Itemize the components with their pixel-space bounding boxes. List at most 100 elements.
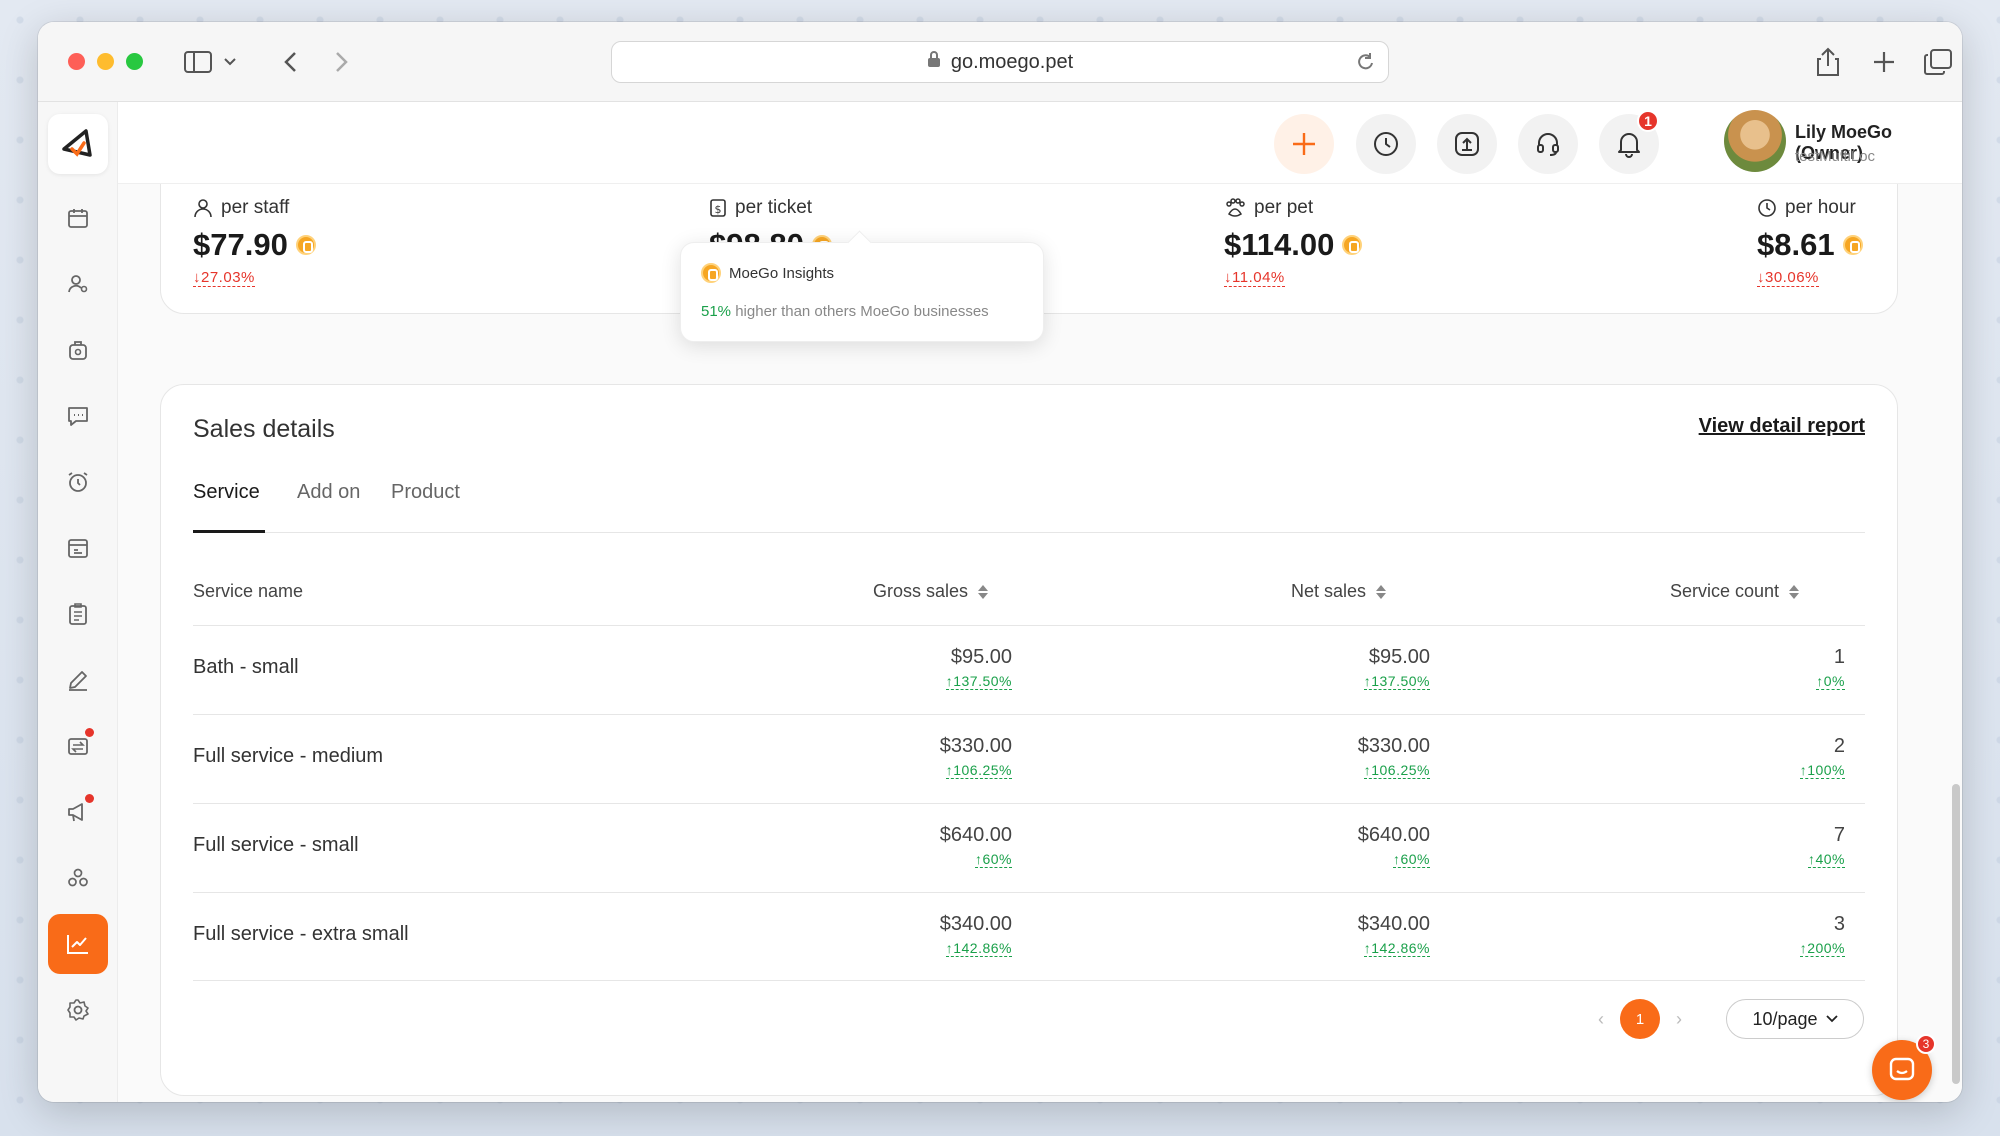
tab-add-on[interactable]: Add on	[297, 481, 361, 503]
sales-details-card: Sales details View detail report Service…	[160, 384, 1898, 1096]
user-name[interactable]: Lily MoeGo (Owner)	[1795, 122, 1893, 163]
sidebar-item-reports-list[interactable]	[48, 584, 108, 644]
sidebar-item-insights[interactable]	[48, 914, 108, 974]
view-detail-report-link[interactable]: View detail report	[1698, 415, 1865, 437]
chart-line-icon	[67, 935, 88, 954]
sidebar-item-retail[interactable]	[48, 518, 108, 578]
pagination: ‹ 1 ›	[1598, 999, 1682, 1039]
quick-add-button[interactable]	[1274, 114, 1334, 174]
metric-change: ↓30.06%	[1757, 269, 1819, 287]
gross-sales-cell: $330.00 ↑106.25%	[940, 735, 1012, 780]
avatar[interactable]	[1724, 110, 1786, 172]
maximize-window-button[interactable]	[126, 53, 143, 70]
back-arrow-icon[interactable]	[274, 46, 306, 78]
column-label: Service name	[193, 581, 304, 601]
notifications-button[interactable]: 1	[1599, 110, 1659, 174]
tab-overview-icon[interactable]	[1922, 46, 1954, 78]
history-button[interactable]	[1356, 114, 1416, 174]
forward-arrow-icon[interactable]	[326, 46, 358, 78]
chevron-left-icon[interactable]: ‹	[1598, 1008, 1604, 1029]
count-value: 7	[1833, 824, 1845, 846]
tab-product[interactable]: Product	[391, 481, 460, 503]
table-row: Full service - small $640.00 ↑60% $640.00…	[193, 803, 1865, 892]
close-window-button[interactable]	[68, 53, 85, 70]
net-value: $330.00	[1357, 735, 1430, 757]
paw-icon	[1226, 198, 1245, 217]
app-sidebar	[38, 102, 118, 1102]
tab-service[interactable]: Service	[193, 481, 265, 533]
net-change: ↑142.86%	[1363, 940, 1430, 957]
reload-icon[interactable]	[1356, 51, 1376, 79]
column-header-net-sales[interactable]: Net sales	[1291, 581, 1387, 602]
sales-tabs: Service Add on Product	[193, 481, 1865, 533]
tooltip-title: MoeGo Insights	[729, 264, 835, 282]
service-name: Bath - small	[193, 656, 299, 678]
count-change: ↑200%	[1799, 940, 1845, 957]
table-row: Full service - extra small $340.00 ↑142.8…	[193, 892, 1865, 981]
metric-value: $8.61	[1757, 227, 1835, 262]
sidebar-item-clients[interactable]	[48, 254, 108, 314]
service-count-cell: 2 ↑100%	[1799, 735, 1845, 780]
sidebar-item-messages[interactable]	[48, 386, 108, 446]
support-button[interactable]	[1518, 114, 1578, 174]
minimize-window-button[interactable]	[97, 53, 114, 70]
service-count-cell: 7 ↑40%	[1807, 824, 1845, 869]
sidebar-item-marketing[interactable]	[48, 782, 108, 842]
share-icon[interactable]	[1812, 46, 1844, 78]
scrollbar[interactable]	[1952, 784, 1960, 1084]
calendar-icon	[68, 209, 88, 228]
gross-sales-cell: $640.00 ↑60%	[940, 824, 1012, 869]
net-sales-cell: $95.00 ↑137.50%	[1363, 646, 1430, 691]
page-size-value: 10/page	[1752, 1008, 1818, 1029]
column-header-service-name: Service name	[193, 581, 303, 602]
alarm-icon	[68, 472, 88, 492]
service-name: Full service - medium	[193, 745, 384, 767]
service-name: Full service - small	[193, 834, 359, 856]
transfer-icon	[68, 738, 88, 755]
dollar-ticket-icon: $	[710, 199, 726, 217]
sort-icon[interactable]	[978, 584, 989, 599]
tooltip-highlight: 51%	[701, 303, 732, 320]
net-sales-cell: $340.00 ↑142.86%	[1358, 913, 1430, 958]
chevron-right-icon[interactable]: ›	[1676, 1008, 1682, 1029]
notification-dot	[85, 728, 94, 737]
gross-change: ↑106.25%	[945, 762, 1012, 779]
chevron-down-icon[interactable]	[220, 46, 240, 78]
sidebar-item-reminders[interactable]	[48, 452, 108, 512]
sidebar-item-services[interactable]	[48, 848, 108, 908]
bell-icon	[1618, 133, 1640, 158]
sidebar-item-edit[interactable]	[48, 650, 108, 710]
new-tab-icon[interactable]	[1868, 46, 1900, 78]
url-text: go.moego.pet	[950, 50, 1074, 73]
insight-coin-icon[interactable]	[295, 235, 316, 255]
sidebar-item-settings[interactable]	[48, 980, 108, 1040]
address-bar[interactable]: go.moego.pet	[611, 41, 1389, 83]
net-value: $640.00	[1357, 824, 1430, 846]
net-change: ↑137.50%	[1363, 673, 1430, 690]
sidebar-item-calendar[interactable]	[48, 188, 108, 248]
column-header-service-count[interactable]: Service count	[1670, 581, 1800, 602]
page-size-select[interactable]: 10/page	[1726, 999, 1864, 1039]
gross-value: $330.00	[939, 735, 1012, 757]
chat-launcher-button[interactable]: 3	[1872, 1034, 1936, 1100]
count-value: 3	[1833, 913, 1845, 935]
chevron-down-icon	[1825, 1015, 1838, 1023]
gross-change: ↑137.50%	[945, 673, 1012, 690]
page-number-button[interactable]: 1	[1620, 999, 1660, 1039]
moego-logo-icon[interactable]	[48, 114, 108, 174]
insight-coin-icon[interactable]	[1342, 235, 1363, 255]
sidebar-item-payments[interactable]	[48, 716, 108, 776]
insight-coin-icon	[701, 263, 721, 283]
sort-icon[interactable]	[1376, 584, 1387, 599]
gross-value: $95.00	[950, 646, 1012, 668]
column-header-gross-sales[interactable]: Gross sales	[873, 581, 989, 602]
gross-value: $640.00	[939, 824, 1012, 846]
sidebar-toggle-icon[interactable]	[182, 46, 214, 78]
sort-icon[interactable]	[1789, 584, 1800, 599]
upload-button[interactable]	[1437, 114, 1497, 174]
sidebar-item-boarding[interactable]	[48, 320, 108, 380]
insight-coin-icon[interactable]	[1842, 235, 1863, 255]
shapes-icon	[68, 868, 88, 887]
section-title: Sales details	[193, 415, 335, 443]
chat-icon	[1889, 1057, 1915, 1081]
